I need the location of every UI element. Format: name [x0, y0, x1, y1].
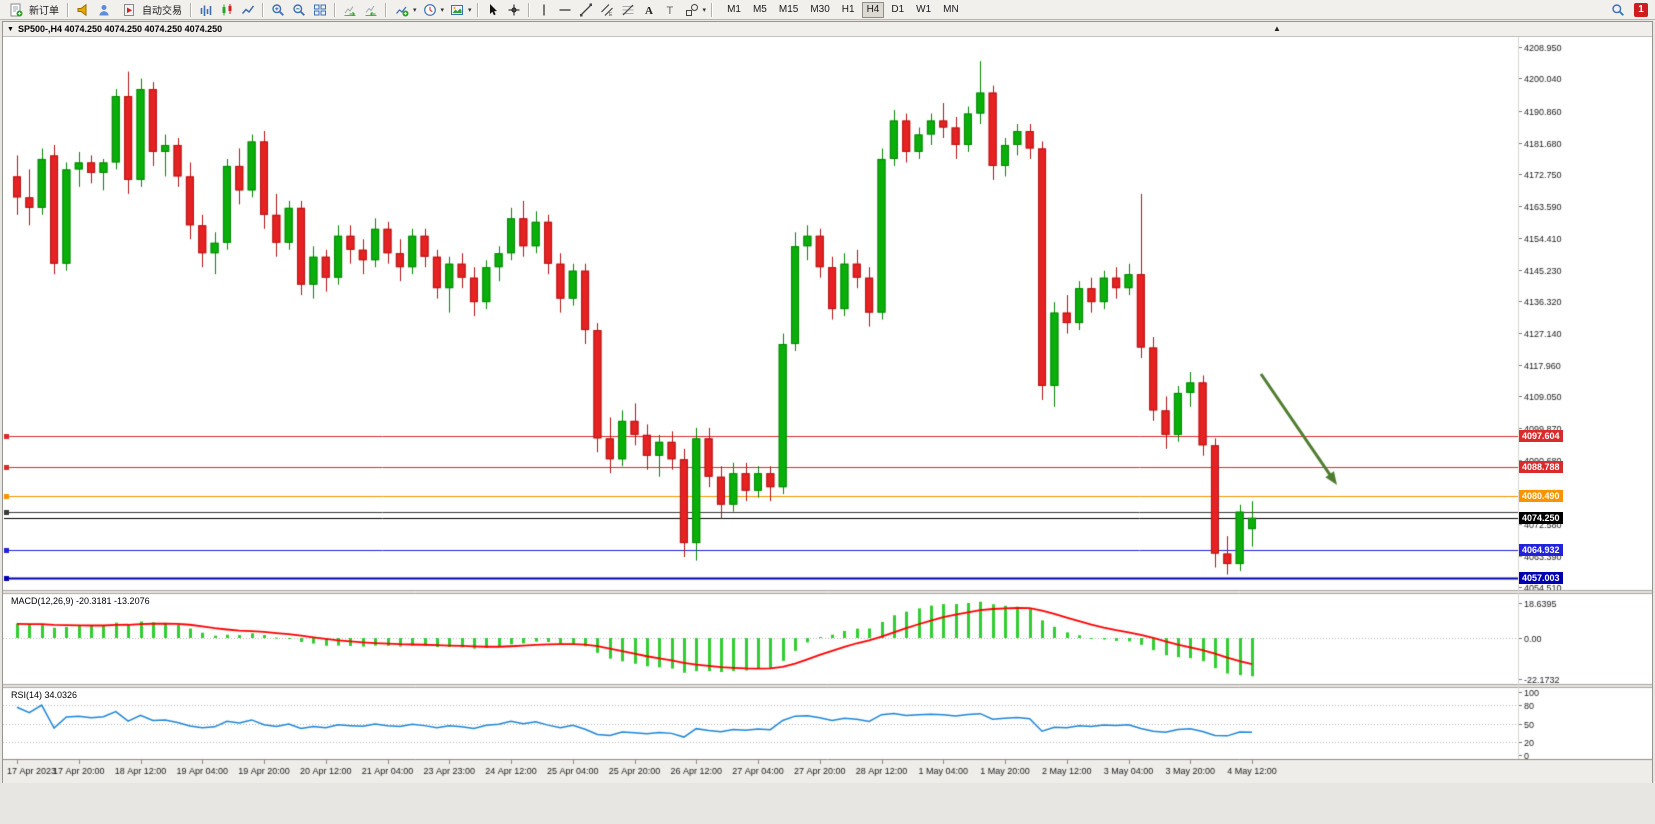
timeframe-m5[interactable]: M5 [748, 2, 772, 18]
timeframe-d1[interactable]: D1 [886, 2, 909, 18]
timeframe-m15[interactable]: M15 [774, 2, 803, 18]
timeframe-h4[interactable]: H4 [861, 1, 885, 18]
chart-menu-caret-icon[interactable]: ▼ [7, 25, 14, 33]
new-order-button[interactable]: 新订单 [2, 1, 63, 19]
chart-canvas[interactable] [3, 37, 1652, 783]
autotrading-icon [119, 2, 139, 18]
caret-down-icon: ▾ [702, 6, 707, 14]
bar-chart-icon[interactable] [196, 2, 216, 18]
indicators-dropdown[interactable]: ▾ [391, 2, 418, 18]
indicators-icon [392, 2, 412, 18]
shapes-icon [682, 2, 702, 18]
timeframe-h1[interactable]: H1 [837, 2, 860, 18]
search-icon[interactable] [1608, 2, 1628, 18]
horizontal-line-icon[interactable] [555, 2, 575, 18]
candlestick-chart-icon[interactable] [217, 2, 237, 18]
toolbar-separator [527, 2, 530, 17]
toolbar-separator [190, 2, 192, 17]
toolbar-separator [476, 2, 479, 17]
chart-window: ▼ SP500-,H4 4074.250 4074.250 4074.250 4… [2, 21, 1653, 783]
toolbar-separator [262, 2, 264, 17]
crosshair-icon[interactable] [504, 2, 524, 18]
hline-price-label[interactable]: 4088.788 [1519, 461, 1563, 473]
notification-badge[interactable]: 1 [1634, 2, 1648, 17]
periods-dropdown[interactable]: ▾ [419, 2, 446, 18]
timeframe-mn[interactable]: MN [938, 2, 964, 18]
shapes-dropdown[interactable]: ▾ [681, 2, 708, 18]
cursor-icon[interactable] [483, 2, 503, 18]
chart-plot-area: MACD(12,26,9) -20.3181 -13.2076 RSI(14) … [3, 37, 1652, 783]
line-chart-icon[interactable] [238, 2, 258, 18]
caret-down-icon: ▾ [440, 6, 445, 14]
caret-down-icon: ▾ [468, 6, 472, 14]
community-icon[interactable] [94, 2, 114, 18]
chart-shift-icon[interactable] [361, 2, 381, 18]
toolbar-separator [385, 2, 387, 17]
zoom-out-icon[interactable] [289, 2, 309, 18]
chart-header: ▼ SP500-,H4 4074.250 4074.250 4074.250 4… [3, 22, 1652, 37]
hline-price-label[interactable]: 4057.003 [1519, 572, 1563, 584]
tile-windows-icon[interactable] [310, 2, 330, 18]
chart-title: SP500-,H4 4074.250 4074.250 4074.250 407… [17, 24, 223, 34]
rsi-indicator-label: RSI(14) 34.0326 [11, 690, 78, 700]
horn-icon[interactable] [73, 2, 93, 18]
toolbar-separator [334, 2, 336, 17]
timeframe-m30[interactable]: M30 [805, 2, 834, 18]
timeframe-w1[interactable]: W1 [911, 2, 936, 18]
main-toolbar: 新订单 自动交易 ▾ ▾ ▾ [0, 0, 1655, 20]
trendline-icon[interactable] [576, 2, 596, 18]
caret-down-icon: ▾ [413, 6, 417, 14]
new-order-icon [6, 2, 26, 18]
vertical-line-icon[interactable] [534, 2, 554, 18]
svg-text:T: T [666, 5, 673, 17]
hline-price-label[interactable]: 4064.932 [1519, 544, 1563, 556]
toolbar-separator [711, 2, 714, 17]
new-order-label: 新订单 [29, 6, 59, 17]
text-tool-icon[interactable]: A [639, 2, 659, 18]
autotrading-button[interactable]: 自动交易 [115, 1, 186, 19]
template-image-icon [447, 2, 467, 18]
channel-icon[interactable]: E [597, 2, 617, 18]
current-price-label: 4074.250 [1519, 512, 1563, 524]
autotrading-label: 自动交易 [142, 6, 182, 17]
timeframe-m1[interactable]: M1 [722, 2, 746, 18]
hline-price-label[interactable]: 4097.604 [1519, 430, 1563, 442]
timeframe-group: M1 M5 M15 M30 H1 H4 D1 W1 MN [721, 1, 965, 18]
macd-indicator-label: MACD(12,26,9) -20.3181 -13.2076 [11, 596, 150, 606]
toolbar-separator [67, 2, 69, 17]
svg-text:A: A [645, 5, 653, 17]
label-tool-icon[interactable]: T [660, 2, 680, 18]
hline-price-label[interactable]: 4080.490 [1519, 490, 1563, 502]
chart-shift-marker-icon: ▲ [1273, 24, 1281, 33]
clock-icon [420, 2, 440, 18]
svg-text:E: E [609, 12, 613, 17]
auto-scroll-icon[interactable] [340, 2, 360, 18]
fibonacci-icon[interactable] [618, 2, 638, 18]
zoom-in-icon[interactable] [268, 2, 288, 18]
templates-dropdown[interactable]: ▾ [446, 2, 473, 18]
